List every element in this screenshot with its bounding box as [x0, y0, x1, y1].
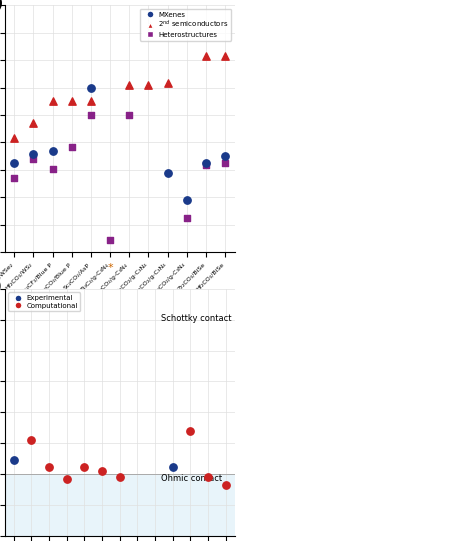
- Point: [164, 168, 172, 177]
- Point: [30, 119, 37, 128]
- Point: [68, 142, 76, 151]
- Text: c): c): [0, 279, 2, 294]
- Point: [63, 474, 71, 483]
- Point: [81, 462, 88, 471]
- Point: [221, 51, 229, 60]
- Point: [187, 426, 194, 435]
- Point: [10, 456, 18, 465]
- Point: [126, 81, 133, 89]
- Point: [45, 462, 53, 471]
- Point: [27, 436, 35, 444]
- Point: [116, 473, 124, 481]
- Point: [30, 155, 37, 163]
- Point: [126, 111, 133, 120]
- Point: [98, 466, 106, 475]
- Point: [49, 146, 56, 155]
- Point: [202, 161, 210, 170]
- Point: [221, 152, 229, 161]
- Text: a): a): [0, 0, 4, 10]
- Point: [202, 159, 210, 168]
- Point: [10, 159, 18, 168]
- Point: [222, 481, 229, 490]
- Point: [164, 79, 172, 88]
- Legend: Experimental, Computational: Experimental, Computational: [8, 293, 81, 312]
- Bar: [5, 474, 235, 536]
- Point: [87, 111, 95, 120]
- Point: [106, 236, 114, 245]
- Text: *: *: [107, 263, 113, 273]
- Point: [30, 150, 37, 159]
- Point: [183, 214, 191, 222]
- Point: [87, 83, 95, 92]
- Point: [10, 134, 18, 142]
- Point: [202, 51, 210, 60]
- Point: [221, 159, 229, 168]
- Point: [10, 174, 18, 182]
- Point: [87, 97, 95, 105]
- Point: [204, 473, 212, 481]
- Point: [145, 81, 152, 89]
- Point: [169, 462, 177, 471]
- Text: Ohmic contact: Ohmic contact: [161, 474, 222, 483]
- Point: [49, 164, 56, 173]
- Point: [68, 97, 76, 105]
- Legend: MXenes, 2$^{nd}$ semiconductors, Heterostructures: MXenes, 2$^{nd}$ semiconductors, Heteros…: [140, 9, 231, 41]
- Point: [183, 196, 191, 204]
- Point: [49, 97, 56, 105]
- Text: Schottky contact: Schottky contact: [161, 314, 232, 322]
